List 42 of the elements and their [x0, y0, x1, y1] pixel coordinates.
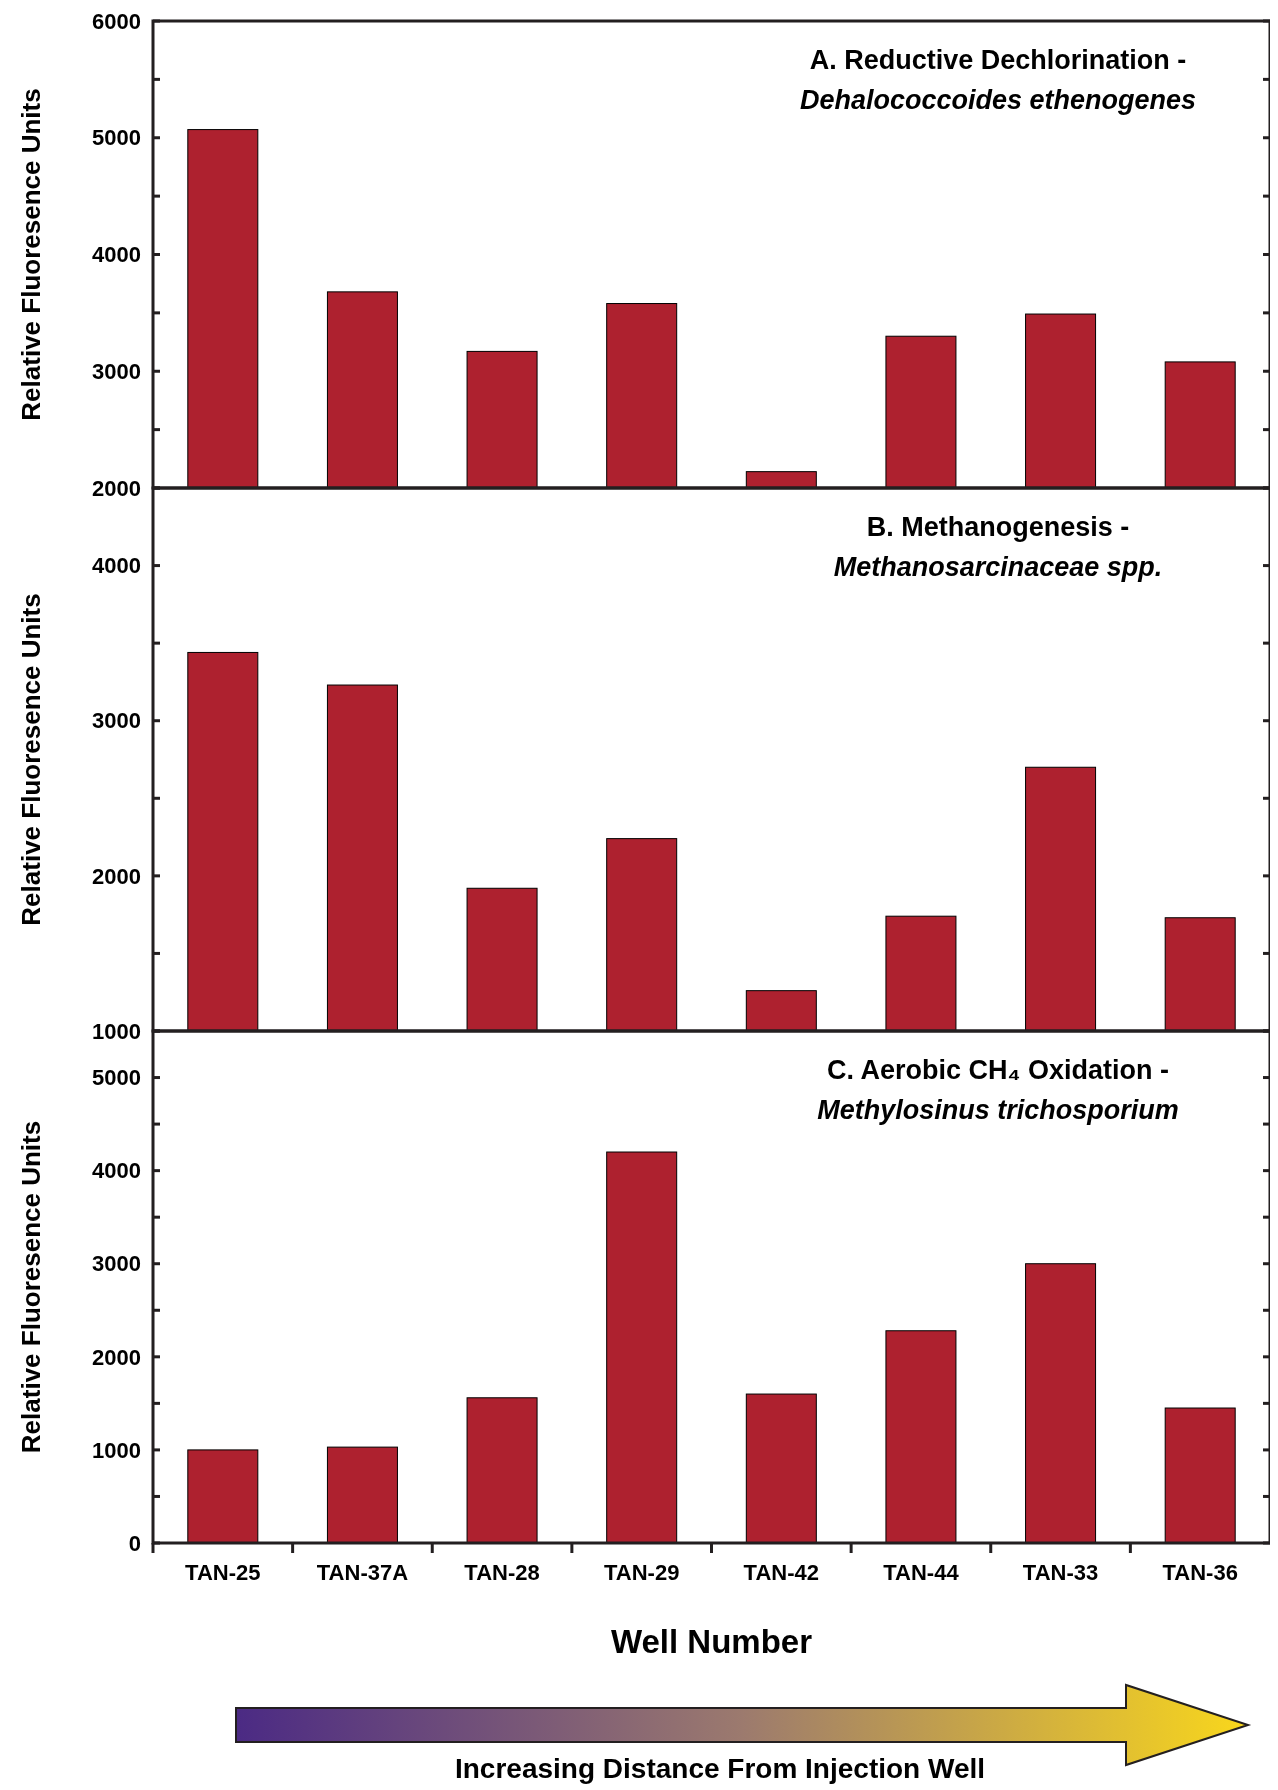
x-tick-label: TAN-42 — [743, 1560, 820, 1585]
y-tick-label: 3000 — [92, 708, 141, 734]
y-tick-label: 2000 — [92, 1344, 141, 1370]
y-tick-label: 0 — [128, 1530, 141, 1556]
y-tick-label: 3000 — [92, 1251, 141, 1277]
text: B. Methanogenesis - — [866, 512, 1130, 542]
bar — [187, 1449, 259, 1544]
text: Methylosinus trichosporium — [817, 1095, 1179, 1125]
bar — [885, 1330, 957, 1544]
bar — [745, 1393, 817, 1544]
bar — [1025, 1263, 1097, 1544]
x-tick-label: TAN-25 — [185, 1560, 261, 1585]
y-tick-label: 1000 — [92, 1018, 141, 1044]
x-tick-label: TAN-33 — [1022, 1560, 1099, 1585]
y-axis-title: Relative Fluoresence Units — [16, 593, 46, 926]
y-tick-label: 2000 — [92, 475, 141, 501]
text: Methanosarcinaceae spp. — [833, 552, 1163, 582]
text: A. Reductive Dechlorination - — [809, 45, 1187, 75]
bar — [466, 1397, 538, 1544]
y-tick-label: 3000 — [92, 358, 141, 384]
y-tick-label: 1000 — [92, 1437, 141, 1463]
y-tick-label: 4000 — [92, 1158, 141, 1184]
y-axis-title: Relative Fluoresence Units — [16, 88, 46, 421]
y-tick-label: 5000 — [92, 1065, 141, 1091]
y-axis-title: Relative Fluoresence Units — [16, 1120, 46, 1454]
x-tick-label: TAN-37A — [316, 1560, 409, 1585]
bar — [1164, 1407, 1236, 1544]
x-tick-label: TAN-36 — [1162, 1560, 1238, 1585]
x-axis-title: Well Number — [610, 1623, 813, 1660]
text: Dehalococcoides ethenogenes — [799, 85, 1197, 115]
bar — [326, 1446, 398, 1544]
y-tick-label: 5000 — [92, 125, 141, 151]
x-tick-label: TAN-29 — [603, 1560, 680, 1585]
text: C. Aerobic CH₄ Oxidation - — [827, 1055, 1169, 1085]
text: Increasing Distance From Injection Well — [454, 1753, 986, 1784]
bar — [606, 1151, 678, 1544]
y-tick-label: 6000 — [92, 8, 141, 34]
y-tick-label: 2000 — [92, 863, 141, 889]
y-tick-label: 4000 — [92, 553, 141, 579]
y-tick-label: 4000 — [92, 242, 141, 268]
x-tick-label: TAN-44 — [883, 1560, 960, 1585]
x-tick-label: TAN-28 — [464, 1560, 540, 1585]
